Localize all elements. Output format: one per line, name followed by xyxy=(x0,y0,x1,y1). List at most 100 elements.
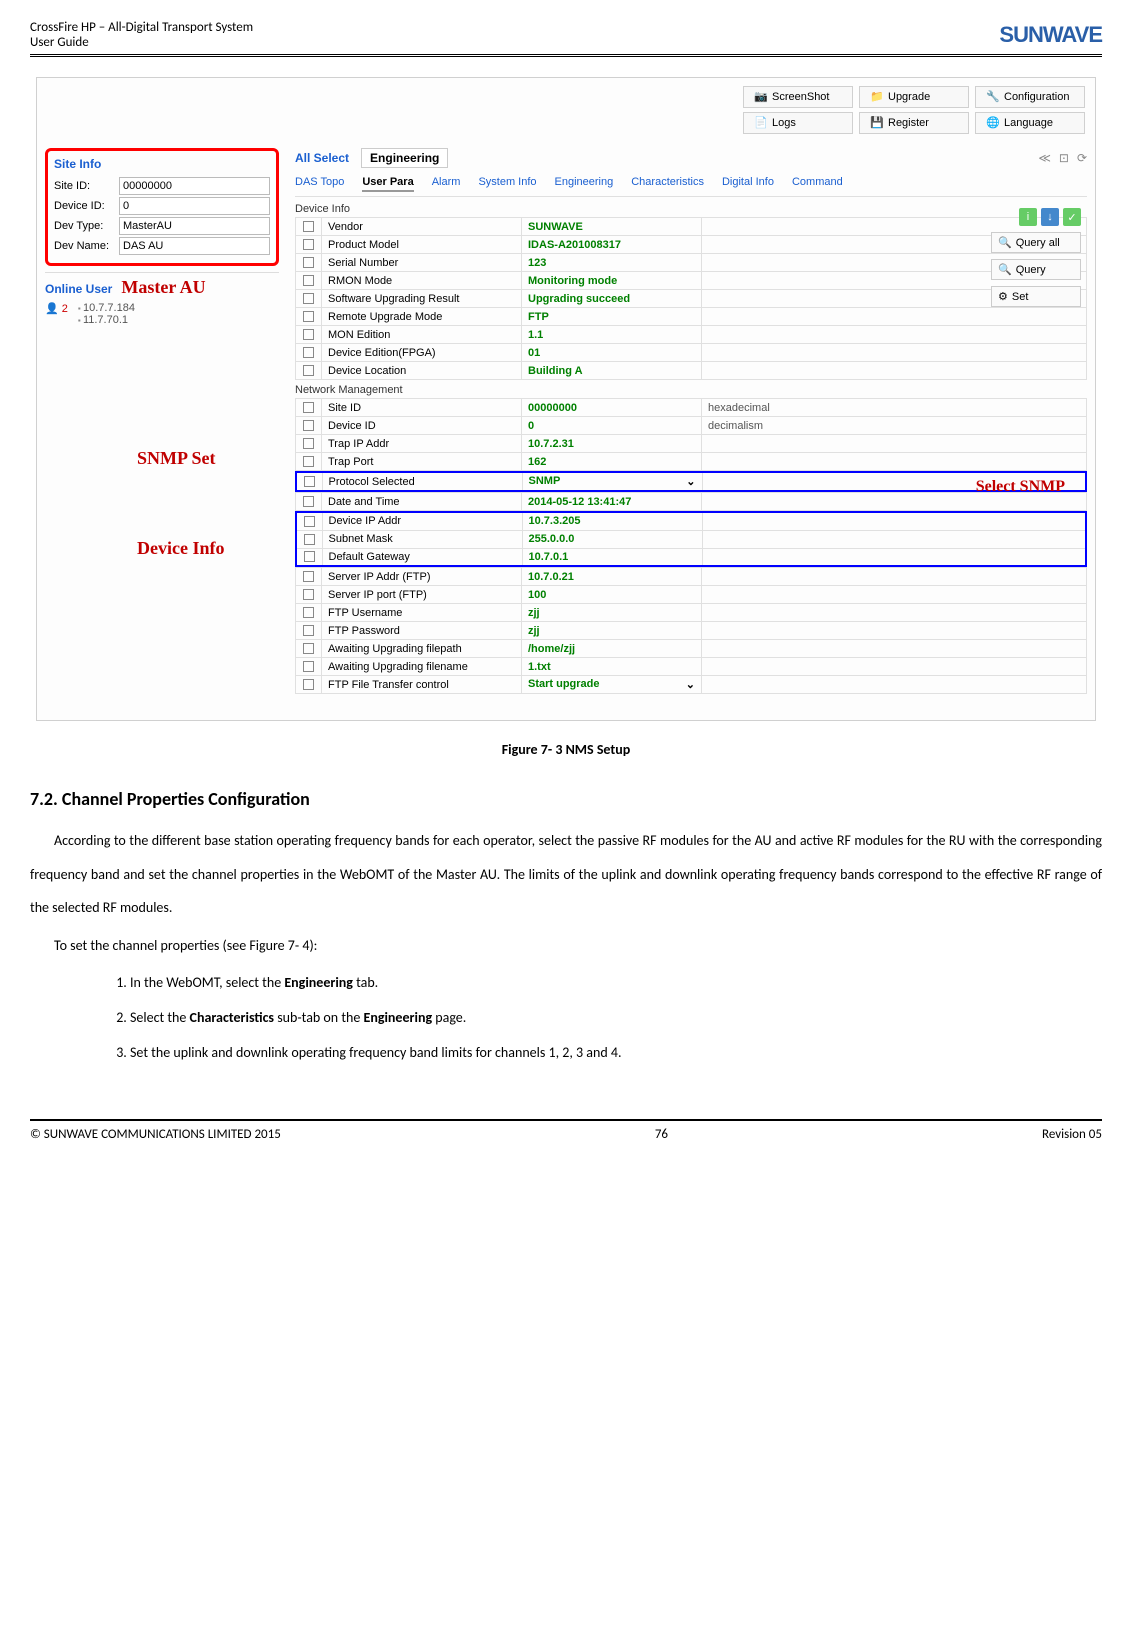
param-value: 100 xyxy=(522,586,702,604)
param-name: Product Model xyxy=(322,236,522,254)
configuration-button[interactable]: 🔧Configuration xyxy=(975,86,1085,108)
language-button[interactable]: 🌐Language xyxy=(975,112,1085,134)
checkbox[interactable] xyxy=(303,293,314,304)
screenshot-button[interactable]: 📷ScreenShot xyxy=(743,86,853,108)
checkbox[interactable] xyxy=(303,643,314,654)
upgrade-label: Upgrade xyxy=(888,91,930,103)
param-name: RMON Mode xyxy=(322,272,522,290)
checkbox[interactable] xyxy=(303,402,314,413)
param-name: Protocol Selected xyxy=(322,472,522,491)
search-icon: 🔍 xyxy=(998,236,1012,249)
checkbox[interactable] xyxy=(304,534,315,545)
site-id-input[interactable] xyxy=(119,177,270,195)
more-icon[interactable]: ⟳ xyxy=(1077,151,1087,165)
param-note: decimalism xyxy=(702,417,1087,435)
param-name: Site ID xyxy=(322,399,522,417)
subtab-engineering[interactable]: Engineering xyxy=(555,176,614,192)
subtab-command[interactable]: Command xyxy=(792,176,843,192)
upgrade-button[interactable]: 📁 Upgrade xyxy=(859,86,969,108)
param-value: 0 xyxy=(522,417,702,435)
step2-text-e: page. xyxy=(432,1009,466,1026)
header-left: CrossFire HP – All-Digital Transport Sys… xyxy=(30,20,253,50)
header-line2: User Guide xyxy=(30,35,253,50)
check-icon[interactable]: ✓ xyxy=(1063,208,1081,226)
info-icon[interactable]: i xyxy=(1019,208,1037,226)
checkbox[interactable] xyxy=(303,607,314,618)
checkbox[interactable] xyxy=(303,365,314,376)
param-name: Vendor xyxy=(322,218,522,236)
select-snmp-annotation: Select SNMP xyxy=(976,478,1065,496)
checkbox[interactable] xyxy=(303,589,314,600)
register-button[interactable]: 💾Register xyxy=(859,112,969,134)
device-id-label: Device ID: xyxy=(54,200,119,212)
device-id-input[interactable] xyxy=(119,197,270,215)
ftp-transfer-value: Start upgrade xyxy=(528,678,600,690)
dev-type-label: Dev Type: xyxy=(54,220,119,232)
expand-icon[interactable]: ⊡ xyxy=(1059,151,1069,165)
param-value[interactable]: Start upgrade ⌄ xyxy=(522,676,702,694)
step1-text-a: In the WebOMT, select the xyxy=(130,974,284,991)
checkbox[interactable] xyxy=(303,496,314,507)
device-info-annotation: Device Info xyxy=(137,538,224,559)
user-row: 👤 2 10.7.7.184 11.7.70.1 xyxy=(45,302,279,326)
online-user-panel: Online User Master AU 👤 2 10.7.7.184 11.… xyxy=(45,272,279,326)
param-note xyxy=(702,362,1087,380)
folder-icon: 📁 xyxy=(870,90,884,104)
row-remote-upgrade: Remote Upgrade ModeFTP xyxy=(296,308,1087,326)
checkbox[interactable] xyxy=(303,275,314,286)
subtab-das-topo[interactable]: DAS Topo xyxy=(295,176,344,192)
checkbox[interactable] xyxy=(303,347,314,358)
down-icon[interactable]: ↓ xyxy=(1041,208,1059,226)
param-value[interactable]: SNMP ⌄ xyxy=(522,472,702,491)
param-name: FTP Password xyxy=(322,622,522,640)
param-value: 10.7.2.31 xyxy=(522,435,702,453)
header-rule xyxy=(30,54,1102,57)
tab-all-select[interactable]: All Select xyxy=(295,151,349,165)
dropdown-icon[interactable]: ⌄ xyxy=(686,475,695,488)
checkbox[interactable] xyxy=(303,239,314,250)
checkbox[interactable] xyxy=(303,456,314,467)
logs-button[interactable]: 📄Logs xyxy=(743,112,853,134)
checkbox[interactable] xyxy=(303,625,314,636)
checkbox[interactable] xyxy=(304,551,315,562)
tab-engineering[interactable]: Engineering xyxy=(361,148,448,168)
checkbox[interactable] xyxy=(304,476,315,487)
checkbox[interactable] xyxy=(303,438,314,449)
param-name: Device Edition(FPGA) xyxy=(322,344,522,362)
dropdown-icon[interactable]: ⌄ xyxy=(686,678,695,691)
param-name: Date and Time xyxy=(322,493,522,511)
checkbox[interactable] xyxy=(303,329,314,340)
checkbox[interactable] xyxy=(303,420,314,431)
subtab-digital-info[interactable]: Digital Info xyxy=(722,176,774,192)
dev-name-label: Dev Name: xyxy=(54,240,119,252)
step2-text-c: sub-tab on the xyxy=(274,1009,363,1026)
row-device-ip: Device IP Addr10.7.3.205 xyxy=(296,512,1086,530)
left-column: Site Info Site ID: Device ID: Dev Type: … xyxy=(37,142,287,720)
query-all-button[interactable]: 🔍Query all xyxy=(991,232,1081,253)
dev-name-input[interactable] xyxy=(119,237,270,255)
device-info-table: VendorSUNWAVE Product ModelIDAS-A2010083… xyxy=(295,217,1087,380)
checkbox[interactable] xyxy=(303,311,314,322)
param-note xyxy=(702,512,1086,530)
subtab-characteristics[interactable]: Characteristics xyxy=(631,176,704,192)
checkbox[interactable] xyxy=(303,221,314,232)
figure-caption: Figure 7- 3 NMS Setup xyxy=(30,741,1102,758)
dev-type-input[interactable] xyxy=(119,217,270,235)
checkbox[interactable] xyxy=(303,571,314,582)
subtab-user-para[interactable]: User Para xyxy=(362,176,413,192)
query-button[interactable]: 🔍Query xyxy=(991,259,1081,280)
para1: According to the different base station … xyxy=(30,824,1102,925)
share-icon[interactable]: ≪ xyxy=(1038,151,1051,165)
checkbox[interactable] xyxy=(304,516,315,527)
set-button[interactable]: ⚙Set xyxy=(991,286,1081,307)
step-2: Select the Characteristics sub-tab on th… xyxy=(130,1003,1102,1034)
checkbox[interactable] xyxy=(303,257,314,268)
row-protocol-selected: Protocol SelectedSNMP ⌄ xyxy=(296,472,1086,491)
param-value: 2014-05-12 13:41:47 xyxy=(522,493,702,511)
subtab-alarm[interactable]: Alarm xyxy=(432,176,461,192)
checkbox[interactable] xyxy=(303,679,314,690)
param-note xyxy=(702,326,1087,344)
device-info-header: Device Info xyxy=(295,203,1087,215)
checkbox[interactable] xyxy=(303,661,314,672)
subtab-system-info[interactable]: System Info xyxy=(478,176,536,192)
